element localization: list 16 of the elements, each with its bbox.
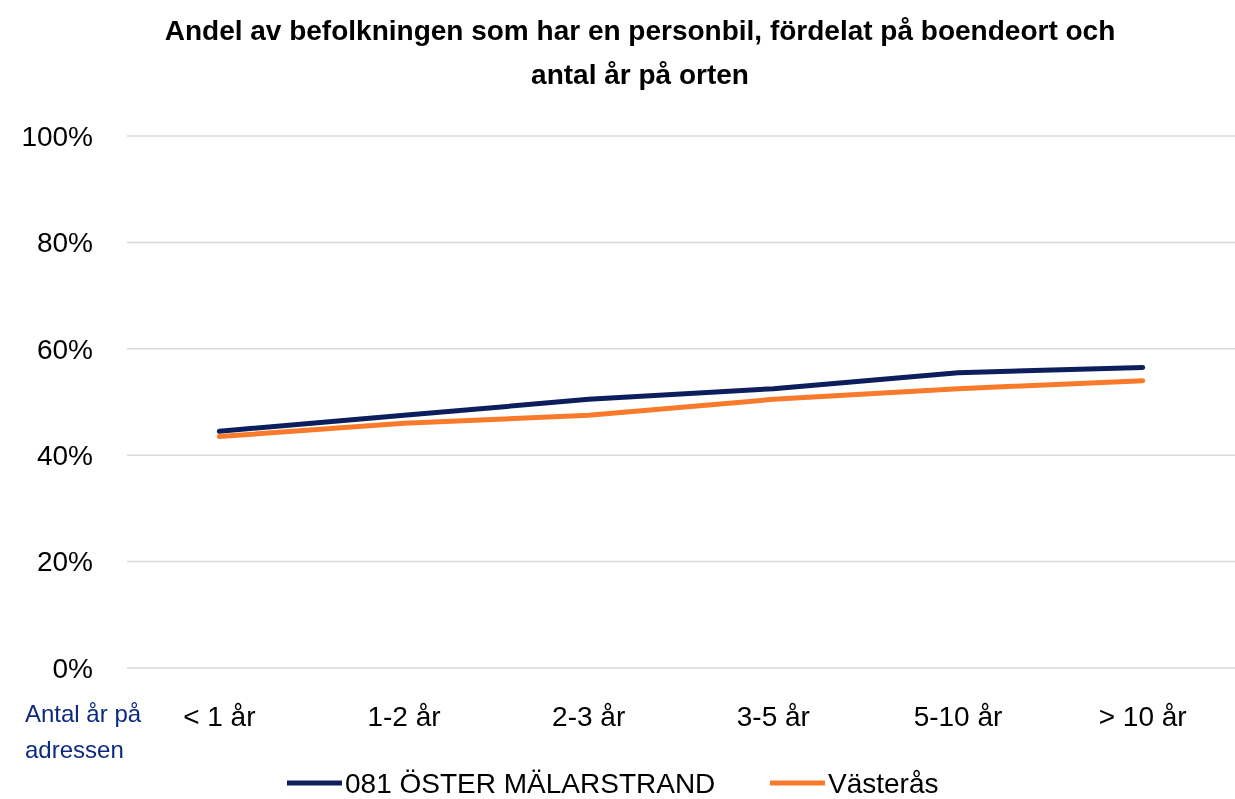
y-tick-label: 0% <box>52 652 93 684</box>
x-axis-title: Antal år på adressen <box>25 700 142 763</box>
x-tick-label: 3-5 år <box>736 701 810 732</box>
legend-label: Västerås <box>828 767 939 799</box>
x-tick-label: 1-2 år <box>367 701 441 732</box>
y-tick-label: 80% <box>36 227 93 259</box>
x-tick-label: > 10 år <box>1098 701 1187 732</box>
y-tick-label: 40% <box>36 440 93 471</box>
y-tick-label: 20% <box>36 546 93 578</box>
y-tick-label: 60% <box>36 333 93 365</box>
legend-label: 081 ÖSTER MÄLARSTRAND <box>345 767 716 799</box>
x-tick-label: 2-3 år <box>552 701 626 732</box>
x-tick-label: < 1 år <box>183 701 256 732</box>
chart-title: Andel av befolkningen som har en personbil, fördelat på boendeort och antal år på orten <box>164 15 1116 90</box>
x-tick-label: 5-10 år <box>913 701 1003 732</box>
y-tick-label: 100% <box>21 120 93 152</box>
